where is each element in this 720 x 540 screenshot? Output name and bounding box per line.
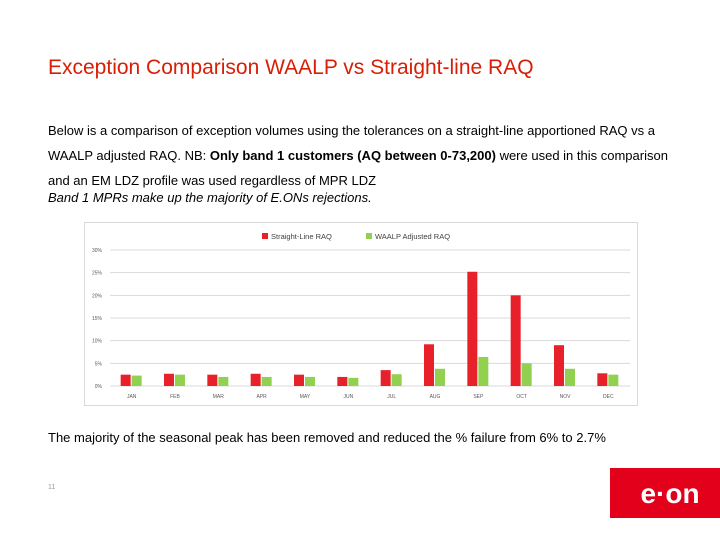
y-tick-label: 30% [92, 248, 103, 254]
bar-chart-svg: 0% 5% 10% 15% 20% 25% 30% JAN FEB MAR APR MAY JUN JUL… [84, 222, 638, 406]
bar-straight-line-aug [424, 344, 434, 386]
y-tick-label: 10% [92, 339, 103, 345]
intro-text-2: were used in this comparison and an EM L… [48, 148, 668, 188]
bar-straight-line-sep [467, 271, 478, 386]
x-tick-label: JUL [387, 394, 396, 400]
x-tick-label: MAY [300, 394, 311, 400]
intro-text-1: Below is a comparison of exception volum… [48, 123, 655, 163]
bar-straight-line-apr [250, 373, 261, 386]
intro-paragraph: Below is a comparison of exception volum… [48, 118, 688, 193]
summary-text: The majority of the seasonal peak has be… [48, 430, 606, 445]
x-tick-label: OCT [516, 394, 527, 400]
y-tick-label: 0% [95, 384, 103, 390]
bar-straight-line-oct [510, 295, 521, 386]
italic-note: Band 1 MPRs make up the majority of E.ON… [48, 190, 372, 205]
y-tick-label: 25% [92, 271, 103, 277]
page-number: 11 [48, 484, 56, 491]
bar-straight-line-jul [380, 370, 391, 386]
y-tick-label: 5% [95, 361, 103, 367]
bar-waalp-sep [478, 356, 489, 386]
legend-label: WAALP Adjusted RAQ [375, 232, 450, 241]
x-tick-label: JUN [343, 394, 353, 400]
legend-swatch-straight-line [262, 233, 268, 239]
bar-waalp-oct [521, 363, 532, 386]
y-tick-label: 20% [92, 293, 103, 299]
x-tick-label: AUG [430, 394, 441, 400]
x-tick-label: FEB [170, 394, 180, 400]
bar-waalp-jul [391, 374, 402, 386]
y-tick-label: 15% [92, 316, 103, 322]
bar-waalp-jan [131, 375, 142, 386]
x-tick-label: DEC [603, 394, 614, 400]
x-tick-label: SEP [473, 394, 484, 400]
bar-straight-line-nov [554, 345, 564, 386]
intro-bold-text: Only band 1 customers (AQ between 0-73,2… [209, 148, 496, 163]
eon-logo: e·on [610, 468, 720, 518]
bar-straight-line-dec [597, 373, 608, 386]
slide-title: Exception Comparison WAALP vs Straight-l… [48, 56, 534, 79]
bar-waalp-feb [175, 374, 185, 386]
x-tick-label: MAR [213, 394, 225, 400]
legend-label: Straight-Line RAQ [271, 232, 332, 241]
bar-waalp-nov [565, 368, 575, 386]
bar-straight-line-feb [164, 373, 174, 386]
bar-waalp-may [305, 376, 315, 386]
bar-waalp-dec [608, 374, 619, 386]
bar-waalp-jun [348, 377, 359, 386]
x-tick-label: NOV [560, 394, 572, 400]
bar-waalp-mar [218, 376, 229, 386]
eon-logo-text: e·on [640, 478, 699, 509]
bar-straight-line-jun [337, 376, 348, 386]
legend-swatch-waalp [366, 233, 372, 239]
bar-waalp-apr [261, 376, 272, 386]
bar-straight-line-jan [120, 374, 131, 386]
bar-straight-line-mar [207, 374, 218, 386]
x-tick-label: APR [257, 394, 268, 400]
bar-straight-line-may [294, 374, 304, 386]
x-tick-label: JAN [127, 394, 137, 400]
bar-chart: 0% 5% 10% 15% 20% 25% 30% JAN FEB MAR APR MAY JUN JUL… [84, 222, 638, 406]
eon-logo-mark: e·on [640, 478, 699, 509]
bar-waalp-aug [435, 368, 445, 386]
